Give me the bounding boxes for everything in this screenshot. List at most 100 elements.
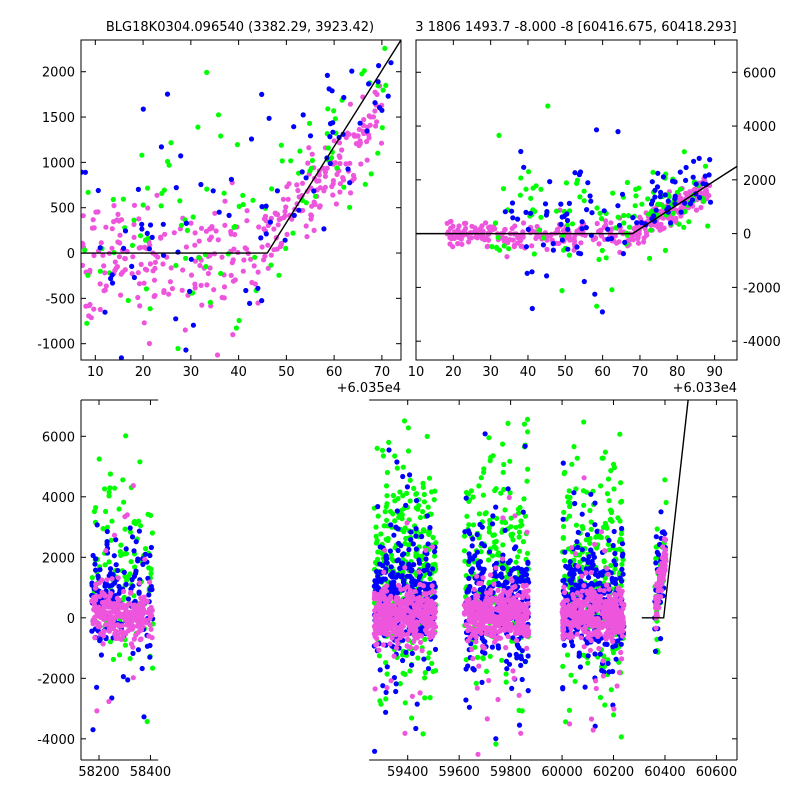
data-point (417, 514, 423, 521)
data-point (609, 287, 615, 293)
data-point (432, 549, 438, 555)
axes-frame (415, 39, 738, 361)
data-point (248, 136, 255, 142)
y-tick-label: -4000 (743, 335, 781, 350)
data-point (241, 257, 247, 263)
data-point (525, 601, 531, 607)
data-point (510, 215, 516, 221)
data-point (610, 702, 616, 708)
data-point (411, 604, 417, 610)
data-point (96, 604, 102, 610)
data-point (222, 222, 228, 228)
data-point (413, 491, 420, 497)
data-point (617, 431, 623, 437)
data-point (384, 664, 390, 670)
data-point (137, 233, 144, 239)
data-point (337, 189, 343, 195)
data-point (103, 224, 109, 230)
data-point (415, 608, 421, 614)
data-point (255, 300, 261, 306)
data-point (325, 145, 331, 151)
data-point (149, 234, 155, 240)
data-point (400, 623, 406, 629)
x-tick-label: 60 (326, 365, 343, 380)
data-point (587, 647, 594, 653)
data-point (707, 157, 713, 163)
data-point (351, 175, 357, 182)
data-point (391, 532, 397, 538)
data-point (583, 537, 589, 543)
data-point (538, 186, 544, 192)
data-point (508, 515, 514, 521)
data-point (588, 637, 594, 644)
data-point (366, 113, 372, 119)
data-point (197, 262, 203, 269)
data-point (203, 264, 209, 270)
data-point (377, 598, 383, 604)
data-point (461, 548, 467, 554)
data-point (104, 524, 110, 530)
data-point (427, 525, 433, 531)
data-point (608, 220, 614, 226)
data-point (501, 243, 507, 249)
data-point (428, 598, 434, 604)
data-point (525, 466, 531, 472)
data-point (228, 231, 234, 237)
data-point (392, 605, 398, 611)
data-point (427, 571, 433, 577)
data-point (397, 635, 403, 641)
data-point (131, 548, 137, 554)
data-point (403, 649, 409, 656)
data-point (273, 210, 279, 217)
data-point (402, 700, 408, 706)
data-point (586, 622, 592, 628)
data-point (101, 263, 107, 269)
data-point (416, 557, 422, 563)
data-point (561, 622, 567, 628)
data-point (94, 684, 100, 690)
data-point (411, 485, 417, 491)
data-point (121, 588, 127, 595)
data-point (426, 475, 433, 481)
data-point (597, 210, 603, 216)
data-point (625, 213, 632, 219)
data-point (141, 320, 147, 326)
data-point (416, 503, 422, 509)
data-point (130, 254, 136, 260)
data-point (175, 345, 181, 352)
data-point (324, 72, 330, 78)
data-point (148, 544, 154, 551)
data-point (495, 696, 501, 703)
data-point (576, 172, 583, 178)
data-point (279, 158, 285, 164)
data-point (609, 633, 615, 639)
data-point (518, 518, 524, 524)
data-point (372, 748, 378, 754)
data-point (693, 181, 699, 187)
data-point (641, 239, 647, 245)
data-point (610, 542, 616, 549)
data-point (299, 169, 305, 175)
data-point (402, 671, 408, 678)
data-point (162, 231, 168, 237)
data-point (297, 148, 303, 154)
data-point (116, 623, 122, 629)
data-point (621, 212, 627, 219)
data-point (178, 222, 184, 228)
data-point (653, 555, 659, 562)
data-point (404, 592, 410, 598)
data-point (160, 221, 166, 227)
data-point (590, 727, 596, 733)
data-point (90, 217, 96, 223)
data-point (590, 237, 596, 243)
y-tick-label: -2000 (37, 672, 75, 687)
data-point (619, 498, 625, 504)
data-point (578, 593, 584, 599)
data-point (95, 209, 101, 215)
data-point (380, 612, 386, 618)
data-point (601, 608, 607, 614)
data-point (652, 605, 659, 611)
data-point (488, 587, 494, 593)
data-point (183, 244, 189, 250)
data-point (505, 633, 511, 640)
